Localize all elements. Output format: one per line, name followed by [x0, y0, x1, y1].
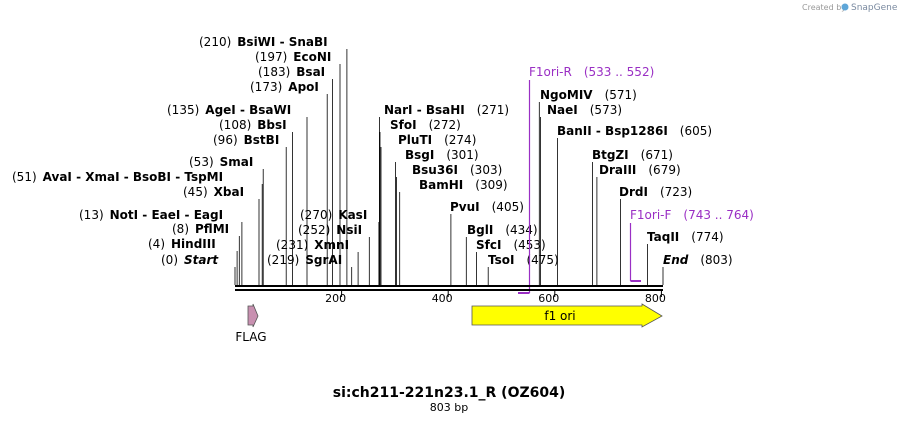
site-econi: (197) EcoNI	[255, 50, 331, 64]
site-draiii: DraIII (679)	[599, 163, 681, 177]
site-labels: (0) Start (4) HindIII (8) PflMI (13) NotI - …	[12, 35, 733, 267]
map-length: 803 bp	[430, 401, 468, 414]
feature-f1-ori-label: f1 ori	[544, 309, 575, 323]
site-hindiii: (4) HindIII	[148, 237, 216, 251]
site-btgzi: BtgZI (671)	[592, 148, 673, 162]
site-nari: NarI - BsaHI (271)	[384, 103, 509, 117]
scale-ticks: 200 400 600 800	[325, 291, 666, 305]
primer-f1ori-r[interactable]: F1ori-R (533 .. 552)	[529, 65, 654, 79]
site-taqii: TaqII (774)	[647, 230, 724, 244]
site-pvui: PvuI (405)	[450, 200, 524, 214]
site-ngomiv: NgoMIV (571)	[540, 88, 637, 102]
site-smai: (53) SmaI	[189, 155, 253, 169]
primers: F1ori-R (533 .. 552) F1ori-F (743 .. 764)	[518, 65, 754, 294]
primer-f1ori-f[interactable]: F1ori-F (743 .. 764)	[630, 208, 754, 222]
site-banii: BanII - Bsp1286I (605)	[557, 124, 712, 138]
site-avai: (51) AvaI - XmaI - BsoBI - TspMI	[12, 170, 223, 184]
backbone-top-strand	[235, 285, 663, 287]
site-naei: NaeI (573)	[547, 103, 622, 117]
site-bamhi: BamHI (309)	[419, 178, 508, 192]
tick-label-600: 600	[538, 292, 559, 305]
map-title: si:ch211-221n23.1_R (OZ604)	[333, 385, 566, 401]
site-kasi: (270) KasI	[300, 208, 367, 222]
created-by-label: Created by	[802, 3, 846, 12]
feature-f1-ori-arrow[interactable]	[471, 303, 663, 328]
site-start: (0) Start	[161, 253, 219, 267]
site-bbsi: (108) BbsI	[219, 118, 287, 132]
site-end: End (803)	[663, 253, 733, 267]
site-agei: (135) AgeI - BsaWI	[167, 103, 291, 117]
feature-flag-arrow[interactable]	[247, 303, 259, 328]
site-sgrai: (219) SgrAI	[267, 253, 342, 267]
site-bgli: BglI (434)	[467, 223, 538, 237]
tick-label-200: 200	[325, 292, 346, 305]
site-start-pos: (0)	[161, 253, 178, 267]
tick-label-400: 400	[432, 292, 453, 305]
site-sfoi: SfoI (272)	[390, 118, 461, 132]
site-pflmi: (8) PflMI	[172, 222, 229, 236]
backbone-bottom-strand	[235, 289, 663, 291]
site-bstbi: (96) BstBI	[213, 133, 279, 147]
dna-backbone	[235, 285, 663, 291]
site-sfci: SfcI (453)	[476, 238, 546, 252]
site-start-name: Start	[184, 253, 219, 267]
site-nsii: (252) NsiI	[298, 223, 362, 237]
site-bsgi: BsgI (301)	[405, 148, 479, 162]
snapgene-logo-icon	[841, 3, 849, 11]
tick-label-800: 800	[645, 292, 666, 305]
site-bsu36i: Bsu36I (303)	[412, 163, 502, 177]
site-bsai: (183) BsaI	[258, 65, 325, 79]
site-bsiwi: (210) BsiWI - SnaBI	[199, 35, 328, 49]
site-tsoi: TsoI (475)	[488, 253, 559, 267]
site-xmni: (231) XmnI	[276, 238, 349, 252]
features: f1 ori FLAG	[235, 303, 663, 344]
site-lines	[234, 49, 664, 285]
site-xbai: (45) XbaI	[183, 185, 244, 199]
site-pluti: PluTI (274)	[398, 133, 476, 147]
site-noti: (13) NotI - EaeI - EagI	[79, 208, 223, 222]
site-drdi: DrdI (723)	[619, 185, 692, 199]
feature-flag-label: FLAG	[235, 330, 266, 344]
brand-name: SnapGene	[851, 3, 898, 13]
site-apoi: (173) ApoI	[250, 80, 319, 94]
